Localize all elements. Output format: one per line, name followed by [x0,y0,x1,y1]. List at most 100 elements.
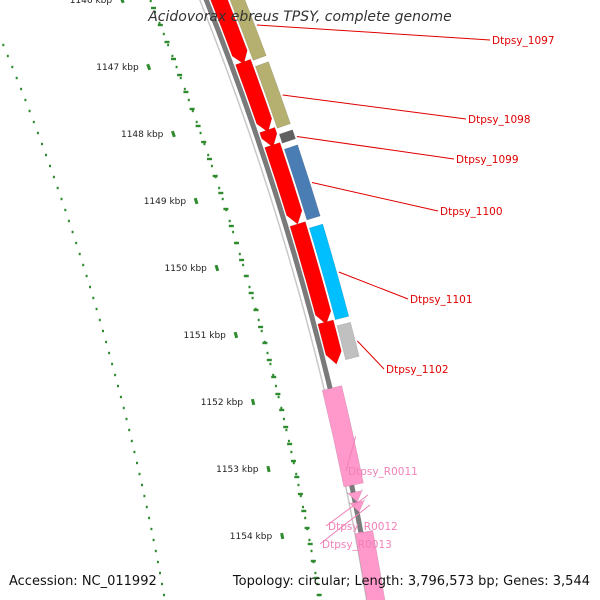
scale-tick-mark [250,398,256,406]
scale-dot [130,439,133,443]
scale-dot [45,153,47,157]
inner-tick-mark [243,274,249,278]
scale-dot [156,560,159,564]
scale-dot [260,329,263,333]
accession-text: Accession: NC_011992 [9,574,157,589]
scale-dot [232,230,235,234]
scale-dot [228,219,231,223]
scale-dot [152,538,155,542]
scale-dot [60,197,63,201]
cog-block-dtpsy_1102 [336,321,360,361]
inner-tick-mark [279,408,285,412]
scale-dot [148,516,151,520]
inner-tick-mark [207,157,212,161]
inner-tick-mark [301,509,307,513]
scale-dot [159,571,161,575]
scale-dot [56,186,59,190]
scale-dot [125,417,128,421]
scale-dot [136,461,138,465]
scale-dot [49,164,51,168]
inner-tick-mark [253,308,259,312]
scale-tick-label: 1148 kbp [121,130,164,140]
inner-tick-mark [201,140,207,144]
scale-dot [280,406,283,410]
map-title: Acidovorax ebreus TPSY, complete genome [148,9,452,25]
gene-label: Dtpsy_R0012 [328,521,398,533]
scale-dot [111,362,114,366]
scale-dot [92,296,95,300]
inner-tick-mark [258,325,264,329]
cds-block-dtpsy_1099 [259,127,278,148]
scale-tick-mark [266,465,271,473]
scale-dot [108,351,111,355]
scale-dot [82,263,85,267]
scale-dot [128,428,131,432]
leader-line [319,504,371,545]
scale-dot [114,373,117,377]
inner-tick-mark [228,224,234,228]
outer-dot-ring [2,43,165,597]
scale-dot [285,428,288,432]
scale-dot [32,120,35,124]
inner-tick-mark [171,57,176,61]
scale-dot [242,263,245,267]
scale-dot [251,296,254,300]
inner-tick-mark [307,542,313,546]
inner-tick-mark [266,358,272,362]
scale-dot [292,461,295,465]
inner-tick-mark [297,492,303,496]
scale-dot [272,373,275,377]
scale-dot [162,32,165,36]
inner-tick-mark [287,442,293,446]
scale-dot [24,98,27,102]
scale-dot [71,230,74,234]
scale-dot [36,131,39,135]
scale-dot [67,219,70,223]
scale-dot [274,384,277,388]
scale-tick-mark [119,0,125,4]
cds-block-dtpsy_1097 [210,0,248,65]
scale-tick-mark [214,264,220,272]
scale-dot [158,21,161,25]
inner-tick-mark [310,559,316,563]
scale-dot [238,252,241,256]
scale-dot [316,582,319,586]
inner-tick-mark [157,23,163,27]
scale-dot [95,307,98,311]
scale-dot [85,274,88,278]
scale-dot [141,483,143,487]
leader-line [256,24,491,41]
inner-tick-mark [275,392,281,396]
scale-dot [122,406,125,410]
inner-tick-mark [218,191,224,195]
inner-tick-mark [164,40,170,44]
scale-dot [145,505,148,509]
scale-dot [2,43,5,47]
cog-block-dtpsy_1098 [254,61,291,129]
rna-block-partial [354,529,386,600]
leader-line [345,436,357,472]
leader-line [311,182,439,212]
rna-block-dtpsy_r0012 [346,488,364,503]
scale-tick-label: 1146 kbp [70,0,113,6]
scale-dot [105,340,108,344]
rna-block-dtpsy_r0013 [348,498,366,513]
inner-tick-mark [183,90,189,94]
scale-dot [308,538,311,542]
scale-dot [143,494,146,498]
scale-dot [304,516,307,520]
backbone-outer [203,0,376,600]
scale-dot [171,54,174,58]
cds-block-dtpsy_1098 [235,58,273,133]
scale-dot [28,109,31,113]
scale-dot [282,417,285,421]
scale-tick-mark [146,63,152,71]
leader-line [338,271,409,300]
scale-dot [75,241,78,245]
scale-dot [191,109,194,113]
scale-dot [161,582,163,586]
genome-backbone [198,0,376,600]
gene-label: Dtpsy_1101 [410,294,473,306]
gene-labels: Dtpsy_1097 Dtpsy_1098 Dtpsy_1099 Dtpsy_1100… [256,24,555,551]
